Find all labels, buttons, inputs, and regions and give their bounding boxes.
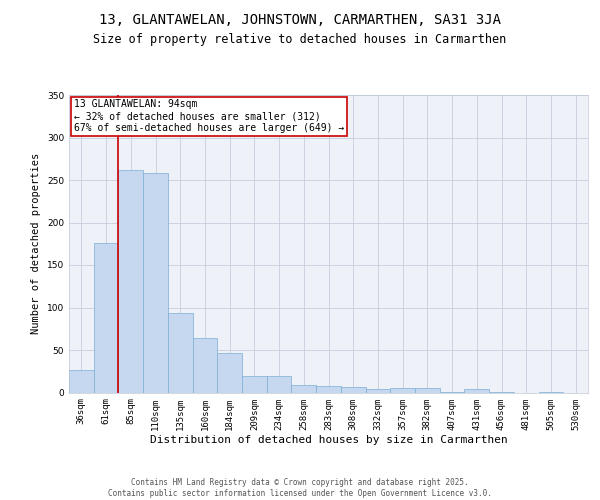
Bar (217, 354, 242, 393)
Text: Size of property relative to detached houses in Carmarthen: Size of property relative to detached ho… (94, 32, 506, 46)
Bar (242, 376, 267, 392)
Bar (390, 388, 415, 392)
Bar (341, 388, 365, 392)
Bar (69, 370, 94, 392)
Bar (365, 389, 390, 392)
Bar (118, 170, 143, 392)
X-axis label: Distribution of detached houses by size in Carmarthen: Distribution of detached houses by size … (149, 435, 508, 445)
Bar (193, 338, 217, 392)
Text: 13, GLANTAWELAN, JOHNSTOWN, CARMARTHEN, SA31 3JA: 13, GLANTAWELAN, JOHNSTOWN, CARMARTHEN, … (99, 12, 501, 26)
Bar (94, 243, 118, 392)
Bar (168, 312, 193, 392)
Bar (267, 376, 292, 392)
Text: 13 GLANTAWELAN: 94sqm
← 32% of detached houses are smaller (312)
67% of semi-det: 13 GLANTAWELAN: 94sqm ← 32% of detached … (74, 100, 344, 132)
Bar (464, 389, 489, 392)
Bar (292, 385, 316, 392)
Bar (415, 388, 440, 392)
Text: Contains HM Land Registry data © Crown copyright and database right 2025.
Contai: Contains HM Land Registry data © Crown c… (108, 478, 492, 498)
Bar (316, 386, 341, 392)
Y-axis label: Number of detached properties: Number of detached properties (31, 153, 41, 334)
Bar (143, 173, 168, 392)
